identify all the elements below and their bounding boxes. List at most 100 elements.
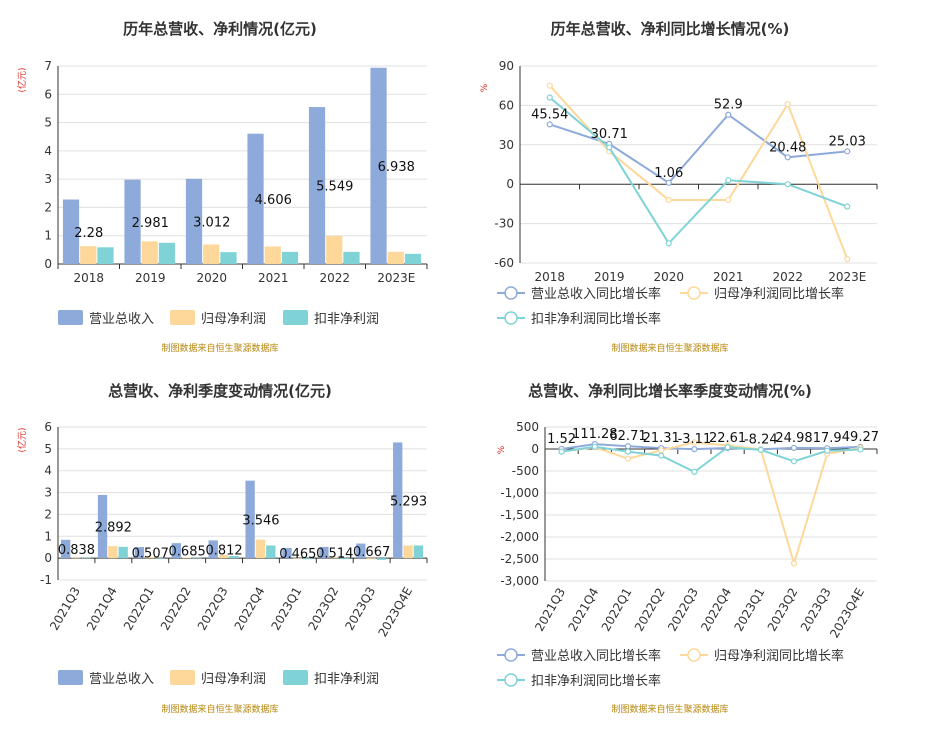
y-tick-label: 4: [44, 464, 52, 478]
legend-swatch: [58, 310, 83, 325]
bar: [208, 540, 218, 559]
legend-label: 归母净利润: [201, 672, 266, 687]
legend-marker: [504, 673, 518, 687]
point: [757, 446, 764, 453]
bar: [155, 558, 165, 559]
x-tick-label: 2019: [594, 270, 625, 284]
source-note: 制图数据来自恒生聚源数据库: [611, 342, 728, 354]
bar: [281, 251, 299, 264]
data-label: 1.52: [547, 432, 576, 447]
point: [790, 444, 798, 452]
bar: [134, 547, 145, 559]
bar: [185, 178, 203, 264]
bar: [387, 251, 404, 264]
bar: [339, 558, 350, 560]
legend-label: 营业总收入: [89, 312, 154, 327]
point: [724, 444, 731, 451]
data-label: 2.28: [74, 226, 103, 241]
x-tick-label: 2020: [196, 271, 227, 285]
point: [665, 179, 672, 186]
bar: [245, 480, 255, 559]
point: [790, 458, 798, 465]
point: [725, 177, 732, 184]
y-tick-label: 0: [506, 177, 514, 191]
x-tick-label: 2022: [772, 270, 803, 284]
bar: [124, 179, 141, 264]
bar: [393, 442, 403, 559]
bar: [171, 543, 181, 559]
bar: [319, 546, 329, 559]
point: [824, 447, 831, 454]
data-label: 0.812: [205, 543, 242, 558]
point: [857, 446, 864, 453]
y-tick-label: 1: [44, 229, 52, 243]
chart-title: 总营收、净利同比增长率季度变动情况(%): [528, 382, 812, 400]
y-tick-label: -1,000: [500, 486, 539, 500]
series-line: [561, 443, 861, 451]
bar: [292, 558, 303, 559]
data-label: 3.012: [193, 215, 230, 230]
point: [558, 448, 565, 455]
y-tick-label: 90: [499, 59, 514, 73]
bar: [218, 554, 229, 559]
point: [844, 148, 851, 155]
y-tick-label: 30: [499, 138, 514, 152]
data-label: 21.31: [643, 431, 680, 446]
legend-label: 扣非净利润同比增长率: [531, 311, 661, 327]
legend-swatch: [170, 670, 195, 685]
data-label: 20.48: [769, 140, 806, 155]
y-tick-label: 60: [499, 98, 514, 112]
x-tick-label: 2020: [653, 270, 684, 284]
point: [665, 240, 672, 247]
point: [844, 255, 851, 263]
chart-4: 总营收、净利同比增长率季度变动情况(%)% -3,000 -2,500 -2,000 -…: [497, 382, 879, 715]
bar: [192, 557, 202, 559]
data-label: 22.61: [709, 431, 746, 446]
x-tick-label: 2022Q1: [121, 585, 157, 633]
bar: [282, 547, 292, 559]
bar: [247, 133, 264, 264]
chart-1: 历年总营收、净利情况(亿元) (亿元) 0 1 2 3 4 5 6 7 2018 2019 2020 20…: [16, 20, 428, 354]
x-tick-label: 2023Q2: [305, 585, 341, 633]
y-tick-label: 1: [44, 529, 52, 543]
y-tick-label: -2,500: [500, 552, 539, 566]
bar: [229, 555, 239, 559]
bar: [403, 545, 413, 559]
legend-label: 扣非净利润同比增长率: [531, 673, 661, 689]
legend-swatch: [170, 310, 195, 325]
legend-marker: [687, 648, 701, 662]
chart-title: 历年总营收、净利情况(亿元): [123, 20, 317, 38]
point: [546, 121, 553, 128]
chart-title: 历年总营收、净利同比增长情况(%): [551, 20, 790, 38]
bar: [308, 107, 326, 264]
bar: [118, 546, 128, 559]
point: [725, 196, 732, 204]
x-tick-label: 2023Q1: [269, 585, 305, 633]
data-label: 2.892: [95, 521, 132, 536]
y-tick-label: 0: [44, 551, 52, 565]
point: [624, 443, 632, 450]
bar: [255, 539, 266, 559]
bar: [81, 557, 91, 559]
chart-title: 总营收、净利季度变动情况(亿元): [108, 382, 332, 400]
legend-label: 扣非净利润: [314, 672, 379, 687]
x-tick-label: 2023Q3: [342, 585, 378, 633]
point: [546, 82, 553, 89]
point: [624, 455, 632, 462]
point: [784, 154, 791, 161]
bar: [326, 235, 343, 264]
x-tick-label: 2023Q1: [731, 586, 767, 634]
bar: [80, 246, 97, 264]
data-label: 0.685: [169, 545, 206, 560]
legend-marker: [687, 286, 701, 300]
data-label: 0.667: [353, 545, 390, 560]
x-tick-label: 2023E: [828, 270, 866, 284]
bar: [356, 543, 366, 559]
x-tick-label: 2023Q3: [798, 586, 834, 634]
data-label: 0.507: [132, 547, 169, 562]
y-tick-label: 7: [44, 59, 52, 73]
bar: [108, 546, 118, 559]
y-tick-label: 2: [44, 200, 52, 214]
x-tick-label: 2022Q4: [698, 586, 734, 634]
